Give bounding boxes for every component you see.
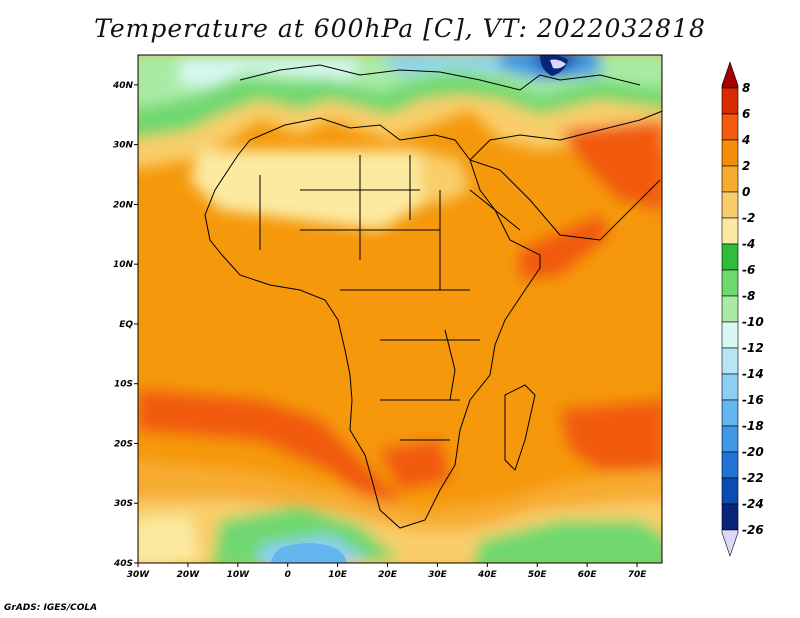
lat-tick-label: 40S (113, 559, 133, 569)
lat-tick-label: 20S (114, 439, 133, 449)
colorbar-label: -20 (742, 445, 764, 459)
lon-tick-label: 60E (578, 570, 598, 580)
lon-tick-label: 30W (127, 570, 151, 580)
colorbar-label: 6 (742, 107, 750, 121)
colorbar-swatch (721, 529, 739, 557)
lat-tick-label: 20N (113, 200, 134, 210)
colorbar-swatch (721, 347, 739, 375)
lat-tick-label: 40N (112, 81, 134, 91)
colorbar-label: 4 (741, 133, 750, 147)
colorbar-label: -22 (742, 471, 764, 485)
lon-tick-label: 20E (378, 570, 398, 580)
colorbar-swatch (721, 295, 739, 323)
map-frame (137, 54, 663, 564)
temperature-field (138, 55, 662, 563)
colorbar-label: -26 (742, 523, 764, 537)
colorbar-swatch (721, 191, 739, 219)
lon-tick-label: 50E (528, 570, 548, 580)
colorbar-swatch (721, 139, 739, 167)
madagascar-coast (504, 384, 536, 471)
colorbar-label: 2 (742, 159, 750, 173)
colorbar-label: -10 (742, 315, 764, 329)
lon-tick-label: 30E (428, 570, 448, 580)
lon-tick-label: 20W (177, 570, 201, 580)
colorbar-swatch (721, 61, 739, 89)
colorbar-label: -2 (742, 211, 755, 225)
colorbar-label: -6 (742, 263, 755, 277)
colorbar-label: -12 (742, 341, 764, 355)
credit-label: GrADS: IGES/COLA (4, 603, 98, 613)
lat-tick-label: 30S (114, 499, 133, 509)
colorbar-swatch (721, 451, 739, 479)
colorbar-label: 0 (742, 185, 750, 199)
colorbar-swatch (721, 269, 739, 297)
colorbar-label: -4 (742, 237, 755, 251)
colorbar-swatch (721, 321, 739, 349)
colorbar-swatch (721, 113, 739, 141)
colorbar-swatch (721, 503, 739, 531)
map-title: Temperature at 600hPa [C], VT: 202203281… (94, 14, 706, 43)
colorbar-swatch (721, 477, 739, 505)
lat-tick-label: 10S (114, 380, 133, 390)
colorbar-label: -24 (742, 497, 764, 511)
coastlines (204, 64, 662, 529)
latitude-axis: 40N 30N 20N 10N EQ 10S 20S 30S 40S (112, 81, 138, 569)
colorbar-label: -18 (742, 419, 764, 433)
longitude-axis: 30W 20W 10W 0 10E 20E 30E 40E 50E 60E 70E (127, 563, 647, 580)
colorbar-label: -16 (742, 393, 764, 407)
colorbar-label: 8 (742, 81, 750, 95)
lon-tick-label: 10W (227, 570, 251, 580)
colorbar-swatch (721, 243, 739, 271)
lat-tick-label: 30N (113, 141, 134, 151)
lon-tick-label: 0 (285, 570, 291, 580)
colorbar-swatch (721, 87, 739, 115)
colorbar-swatch (721, 399, 739, 427)
lon-tick-label: 70E (628, 570, 648, 580)
colorbar-swatch (721, 165, 739, 193)
lat-tick-label: 10N (113, 260, 134, 270)
lon-tick-label: 40E (477, 570, 498, 580)
colorbar-swatch (721, 373, 739, 401)
colorbar-label: -8 (742, 289, 755, 303)
lat-tick-label: EQ (119, 320, 133, 330)
colorbar-swatch (721, 217, 739, 245)
colorbar: 8 6 4 2 0 -2 -4 -6 -8 -10 -12 -14 -16 -18 -20 -22 -24 -26 (721, 61, 764, 557)
colorbar-swatch (721, 425, 739, 453)
colorbar-label: -14 (742, 367, 764, 381)
lon-tick-label: 10E (328, 570, 348, 580)
